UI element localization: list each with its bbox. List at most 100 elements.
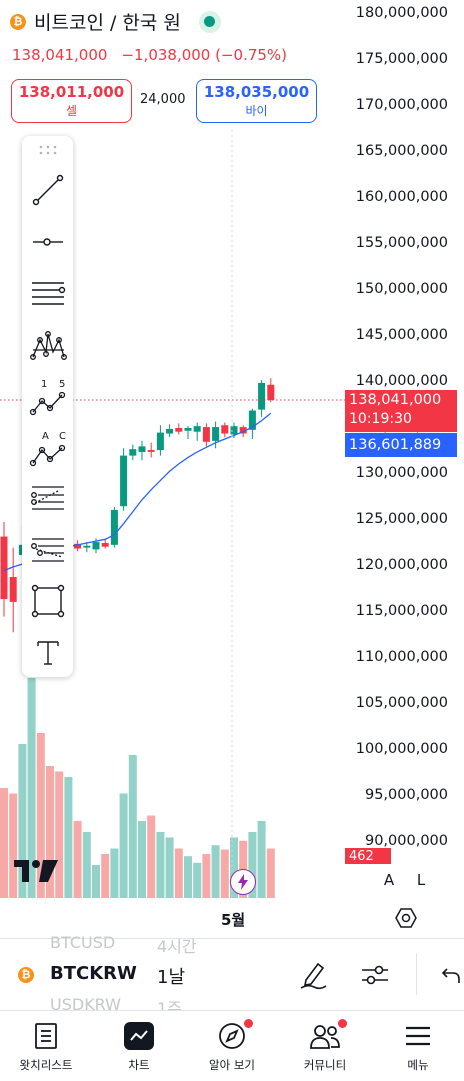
price-axis-label: 150,000,000 [355, 281, 448, 297]
candle [193, 422, 201, 441]
buy-price: 138,035,000 [203, 83, 310, 101]
candle [156, 425, 164, 456]
wave-label-1: 1 [41, 379, 47, 390]
candle [9, 547, 17, 633]
fib-retracement-icon[interactable] [27, 478, 68, 518]
symbol-header: ₿ 비트코인 / 한국 원 138,041,000 −1,038,000 (−0… [0, 0, 345, 130]
nav-watchlist[interactable]: 왓치리스트 [0, 1011, 92, 1081]
price-axis-label: 110,000,000 [355, 649, 448, 665]
auto-scale-button[interactable]: A [376, 867, 402, 893]
text-tool-icon[interactable] [27, 632, 68, 672]
ghost-symbol-bottom: USDKRW [50, 995, 121, 1011]
volume-bar [64, 777, 73, 898]
nav-label-menu: 메뉴 [407, 1058, 429, 1072]
volume-bar [73, 821, 82, 898]
candle [221, 422, 229, 438]
symbol-row[interactable]: ₿ 비트코인 / 한국 원 [10, 8, 221, 35]
undo-icon[interactable] [440, 965, 462, 985]
pattern-icon[interactable] [27, 326, 68, 366]
draw-pen-icon[interactable] [298, 960, 328, 990]
volume-bar [27, 678, 36, 898]
sell-price: 138,011,000 [18, 83, 125, 101]
volume-bar [138, 821, 146, 898]
nav-chart[interactable]: 차트 [93, 1011, 185, 1081]
volume-bar [257, 821, 266, 898]
price-axis-label: 130,000,000 [355, 465, 448, 481]
volume-bar [46, 766, 54, 898]
volume-bar [92, 865, 100, 898]
price-axis-label: 170,000,000 [355, 97, 448, 113]
candle [258, 380, 266, 417]
horizontal-ray-icon[interactable] [27, 222, 68, 262]
nav-community[interactable]: 커뮤니티 [279, 1011, 371, 1081]
volume-bar [174, 848, 183, 898]
volume-value-label: 462 [345, 848, 391, 864]
volume-bar [55, 771, 64, 898]
sell-label: 셀 [65, 104, 78, 118]
tradingview-logo-icon[interactable] [14, 858, 60, 884]
volume-bar [165, 837, 174, 898]
volume-bar [110, 848, 119, 898]
ghost-interval-bottom: 1주 [157, 999, 182, 1011]
candle [202, 423, 210, 447]
candle [248, 408, 256, 440]
candle [74, 540, 82, 552]
volume-bar [147, 815, 156, 898]
ma-value-label: 136,601,889 [345, 433, 457, 457]
candle [184, 426, 192, 440]
price-axis-label: 115,000,000 [355, 603, 448, 619]
notification-dot [244, 1019, 253, 1028]
parallel-channel-icon[interactable] [27, 274, 68, 314]
replay-flash-icon[interactable] [230, 869, 256, 895]
grip-icon[interactable] [27, 136, 68, 164]
date-axis-label: 5월 [221, 911, 246, 929]
rectangle-icon[interactable] [27, 581, 68, 621]
volume-bar [18, 744, 27, 898]
chart-icon [124, 1021, 154, 1051]
symbol-interval-bar: BTCUSD 4시간 ₿ BTCKRW 1날 USDKRW 1주 [0, 933, 464, 1011]
ghost-symbol-top: BTCUSD [50, 933, 116, 952]
current-price-label: 138,041,000 10:19:30 [345, 390, 457, 432]
menu-icon [405, 1021, 431, 1051]
price-axis-label: 160,000,000 [355, 189, 448, 205]
market-status-icon[interactable] [198, 10, 221, 33]
nav-explore[interactable]: 알아 보기 [186, 1011, 278, 1081]
price-axis-label: 105,000,000 [355, 695, 448, 711]
price-axis-label: 145,000,000 [355, 327, 448, 343]
volume-bar [184, 856, 192, 898]
volume-bar [211, 845, 220, 898]
volume-bar [82, 832, 91, 898]
candle [147, 442, 155, 458]
interval-selector[interactable]: 1날 [157, 967, 186, 988]
indicators-icon[interactable] [360, 961, 390, 989]
candle [166, 424, 174, 438]
price-axis-label: 120,000,000 [355, 557, 448, 573]
nav-menu[interactable]: 메뉴 [372, 1011, 464, 1081]
volume-bar [266, 848, 275, 898]
community-icon [309, 1019, 347, 1051]
candle [101, 539, 109, 549]
abcd-pattern-icon[interactable]: A C [27, 426, 68, 470]
log-scale-button[interactable]: L [408, 867, 434, 893]
nav-label-watchlist: 왓치리스트 [19, 1058, 73, 1072]
symbol-title[interactable]: 비트코인 / 한국 원 [34, 12, 181, 34]
elliott-wave-icon[interactable]: 1 5 [27, 375, 68, 419]
price-axis-label: 95,000,000 [364, 787, 448, 803]
volume-bar [0, 788, 8, 898]
sell-button[interactable]: 138,011,000 셀 [11, 79, 132, 123]
notification-dot [338, 1019, 347, 1028]
fib-extension-icon[interactable] [27, 530, 68, 570]
buy-button[interactable]: 138,035,000 바이 [196, 79, 317, 123]
volume-bar [202, 854, 211, 898]
bitcoin-logo-icon: ₿ [10, 13, 26, 30]
bar-countdown: 10:19:30 [349, 411, 412, 427]
chart-settings-icon[interactable] [395, 907, 417, 929]
volume-bar [128, 755, 137, 898]
symbol-selector[interactable]: BTCKRW [50, 963, 137, 984]
trend-line-icon[interactable] [27, 170, 68, 210]
price-axis-label: 125,000,000 [355, 511, 448, 527]
candle [175, 423, 183, 435]
candle [120, 448, 128, 511]
price-change: −1,038,000 (−0.75%) [121, 46, 288, 64]
nav-label-explore: 알아 보기 [209, 1058, 255, 1072]
